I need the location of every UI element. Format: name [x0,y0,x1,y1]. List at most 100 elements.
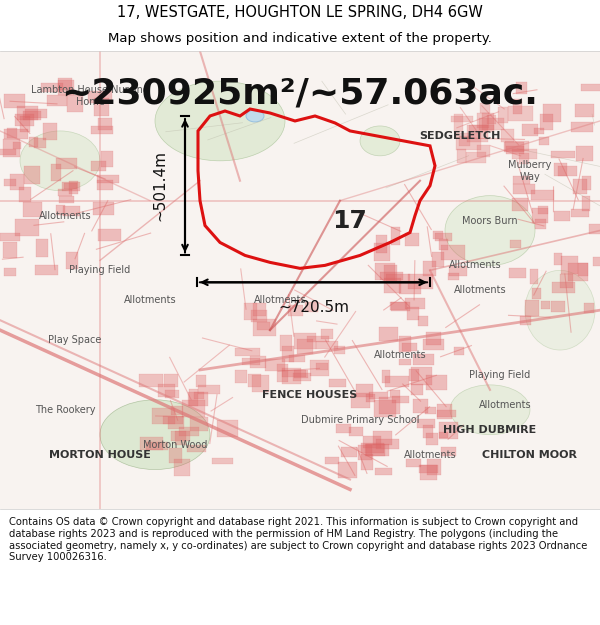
Text: ~720.5m: ~720.5m [278,300,349,315]
FancyBboxPatch shape [295,369,308,378]
FancyBboxPatch shape [281,346,293,362]
FancyBboxPatch shape [296,339,313,354]
FancyBboxPatch shape [532,288,541,299]
FancyBboxPatch shape [451,116,473,122]
Text: Dubmire Primary School: Dubmire Primary School [301,415,419,425]
FancyBboxPatch shape [4,94,25,108]
FancyBboxPatch shape [558,166,577,176]
FancyBboxPatch shape [578,262,589,276]
FancyBboxPatch shape [56,158,77,169]
FancyBboxPatch shape [482,113,494,129]
FancyBboxPatch shape [469,125,494,132]
FancyBboxPatch shape [20,116,29,132]
FancyBboxPatch shape [389,390,400,397]
FancyBboxPatch shape [97,179,113,190]
FancyBboxPatch shape [423,425,433,438]
FancyBboxPatch shape [504,142,524,152]
FancyBboxPatch shape [409,274,433,289]
FancyBboxPatch shape [310,360,329,376]
FancyBboxPatch shape [374,400,397,417]
FancyBboxPatch shape [235,370,247,384]
FancyBboxPatch shape [182,400,205,417]
FancyBboxPatch shape [417,419,434,428]
FancyBboxPatch shape [437,409,456,418]
FancyBboxPatch shape [336,424,352,432]
FancyBboxPatch shape [457,149,466,163]
FancyBboxPatch shape [289,305,303,316]
FancyBboxPatch shape [257,322,269,330]
FancyBboxPatch shape [19,188,31,202]
FancyBboxPatch shape [248,374,262,387]
FancyBboxPatch shape [367,394,376,402]
FancyBboxPatch shape [433,231,443,239]
FancyBboxPatch shape [171,431,190,441]
FancyBboxPatch shape [97,175,119,183]
FancyBboxPatch shape [94,98,109,116]
FancyBboxPatch shape [419,465,438,473]
FancyBboxPatch shape [520,316,531,325]
FancyBboxPatch shape [391,228,400,245]
FancyBboxPatch shape [56,205,65,215]
FancyBboxPatch shape [338,462,358,478]
FancyBboxPatch shape [363,436,382,448]
FancyBboxPatch shape [533,127,544,134]
FancyBboxPatch shape [407,307,419,320]
FancyBboxPatch shape [497,107,508,124]
Text: Contains OS data © Crown copyright and database right 2021. This information is : Contains OS data © Crown copyright and d… [9,518,587,562]
FancyBboxPatch shape [139,374,163,388]
Text: Allotments: Allotments [124,295,176,305]
FancyBboxPatch shape [426,375,447,389]
FancyBboxPatch shape [29,136,38,147]
FancyBboxPatch shape [441,447,456,456]
FancyBboxPatch shape [505,141,529,151]
FancyBboxPatch shape [158,384,175,397]
FancyBboxPatch shape [571,209,589,217]
Text: Allotments: Allotments [479,400,532,410]
FancyBboxPatch shape [466,152,486,163]
FancyBboxPatch shape [190,389,198,406]
FancyBboxPatch shape [175,431,186,446]
Text: HIGH DUBMIRE: HIGH DUBMIRE [443,425,536,435]
Text: 17: 17 [332,209,367,232]
FancyBboxPatch shape [422,339,445,349]
FancyBboxPatch shape [325,457,340,464]
FancyBboxPatch shape [58,189,71,196]
FancyBboxPatch shape [501,129,514,142]
FancyBboxPatch shape [366,444,389,456]
FancyBboxPatch shape [35,265,58,275]
FancyBboxPatch shape [4,268,16,276]
FancyBboxPatch shape [487,115,496,124]
FancyBboxPatch shape [552,282,575,293]
FancyBboxPatch shape [543,104,560,122]
FancyBboxPatch shape [168,418,184,429]
Text: Allotments: Allotments [38,211,91,221]
Text: 17, WESTGATE, HOUGHTON LE SPRING, DH4 6GW: 17, WESTGATE, HOUGHTON LE SPRING, DH4 6G… [117,5,483,20]
FancyBboxPatch shape [15,219,39,236]
FancyBboxPatch shape [24,166,40,184]
FancyBboxPatch shape [316,341,338,349]
FancyBboxPatch shape [391,302,410,311]
FancyBboxPatch shape [0,233,20,241]
FancyBboxPatch shape [593,257,600,266]
FancyBboxPatch shape [34,138,46,148]
Text: Mulberry
Way: Mulberry Way [508,160,551,181]
FancyBboxPatch shape [551,301,565,312]
FancyBboxPatch shape [575,104,595,118]
FancyBboxPatch shape [379,396,400,414]
FancyBboxPatch shape [531,190,554,200]
FancyBboxPatch shape [454,114,463,132]
FancyBboxPatch shape [400,336,410,352]
FancyBboxPatch shape [188,392,208,406]
FancyBboxPatch shape [454,347,464,355]
FancyBboxPatch shape [98,118,112,129]
FancyBboxPatch shape [41,82,63,92]
FancyBboxPatch shape [398,359,411,366]
FancyBboxPatch shape [356,384,373,397]
FancyBboxPatch shape [525,300,539,316]
Text: Allotments: Allotments [254,295,307,305]
FancyBboxPatch shape [58,80,74,96]
FancyBboxPatch shape [93,202,115,215]
FancyBboxPatch shape [400,281,421,294]
FancyBboxPatch shape [523,124,538,136]
Ellipse shape [525,271,595,350]
